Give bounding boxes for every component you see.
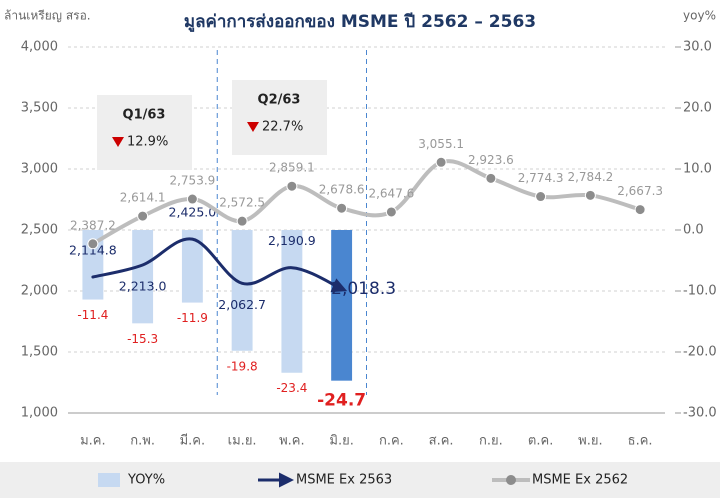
value-label: 2,667.3 [617, 184, 663, 198]
y-tick-label: 2,000 [21, 284, 58, 299]
x-tick-label: มิ.ย. [329, 434, 353, 449]
y-tick-label: 1,000 [21, 406, 58, 421]
value-label: 2,614.1 [120, 191, 166, 205]
x-tick-label: ส.ค. [429, 434, 454, 449]
bar [181, 230, 203, 303]
value-label: 2,923.6 [468, 153, 514, 167]
legend-label: MSME Ex 2562 [532, 473, 628, 488]
value-label: 2,213.0 [119, 279, 167, 294]
value-label: 2,753.9 [169, 174, 215, 188]
y-tick-label: 2,500 [21, 223, 58, 238]
x-tick-label: พ.ค. [279, 434, 305, 449]
point [485, 172, 497, 184]
x-tick-label: ม.ค. [80, 434, 106, 449]
y2-tick-label: -20.0 [683, 345, 717, 360]
legend-swatch [98, 473, 120, 487]
point [236, 215, 248, 227]
legend-label: MSME Ex 2563 [296, 473, 392, 488]
value-label: 2,114.8 [69, 242, 117, 257]
down-triangle [247, 122, 259, 132]
x-tick-label: ก.พ. [130, 434, 155, 449]
bar [231, 230, 253, 351]
x-tick-label: ก.ค. [379, 434, 404, 449]
x-tick-label: ก.ย. [479, 434, 503, 449]
y2-tick-label: 0.0 [683, 223, 704, 238]
value-label: 2,774.3 [518, 171, 564, 185]
value-label: 2,018.3 [331, 279, 396, 299]
y2-axis-label: yoy% [683, 9, 716, 23]
value-label: 2,572.5 [219, 196, 265, 210]
x-tick-label: พ.ย. [578, 434, 602, 449]
point [584, 189, 596, 201]
value-label: 2,784.2 [567, 170, 613, 184]
point [634, 204, 646, 216]
x-tick-label: เม.ย. [228, 434, 257, 449]
line [91, 237, 348, 293]
value-label: 2,647.6 [368, 186, 414, 200]
annotation-title: Q2/63 [258, 93, 301, 108]
y2-tick-label: 30.0 [683, 40, 712, 55]
y-tick-label: 3,000 [21, 162, 58, 177]
legend-marker [506, 475, 516, 485]
annotation-text: 12.9% [127, 135, 168, 150]
x-tick-label: ธ.ค. [628, 434, 653, 449]
point [137, 210, 149, 222]
y2-tick-label: 20.0 [683, 101, 712, 116]
down-triangle [112, 137, 124, 147]
bar-value-label: -24.7 [317, 391, 366, 411]
bar [82, 230, 104, 300]
chart-title: มูลค่าการส่งออกของ MSME ปี 2562 – 2563 [184, 11, 536, 33]
point [435, 156, 447, 168]
x-tick-label: มี.ค. [180, 433, 206, 449]
point [87, 238, 99, 250]
value-label: 2,387.2 [70, 218, 116, 232]
point [385, 206, 397, 218]
value-label: 2,062.7 [218, 297, 266, 312]
bar-value-label: -11.9 [177, 311, 208, 325]
bar [132, 230, 154, 324]
value-label: 2,425.0 [169, 205, 217, 220]
bar-value-label: -23.4 [276, 381, 307, 395]
value-label: 2,190.9 [268, 233, 316, 248]
value-label: 2,678.6 [319, 183, 365, 197]
value-label: 3,055.1 [418, 137, 464, 151]
y-tick-label: 1,500 [21, 345, 58, 360]
bar-value-label: -15.3 [127, 332, 158, 346]
point [336, 202, 348, 214]
point [186, 193, 198, 205]
bar-value-label: -19.8 [227, 359, 258, 373]
annotation-title: Q1/63 [123, 108, 166, 123]
y2-tick-label: -10.0 [683, 284, 717, 299]
x-tick-label: ต.ค. [528, 434, 553, 449]
bar [331, 230, 353, 381]
y-tick-label: 3,500 [21, 101, 58, 116]
y-axis-label: ล้านเหรียญ สรอ. [4, 9, 91, 23]
value-label: 2,859.1 [269, 161, 315, 175]
annotation-text: 22.7% [262, 120, 303, 135]
bar [281, 230, 303, 373]
y2-tick-label: 10.0 [683, 162, 712, 177]
annotation-box [97, 95, 192, 170]
bar-value-label: -11.4 [77, 308, 108, 322]
y2-tick-label: -30.0 [683, 406, 717, 421]
annotation-box [232, 80, 327, 155]
legend-label: YOY% [127, 473, 165, 488]
point [535, 191, 547, 203]
y-tick-label: 4,000 [21, 40, 58, 55]
point [286, 180, 298, 192]
